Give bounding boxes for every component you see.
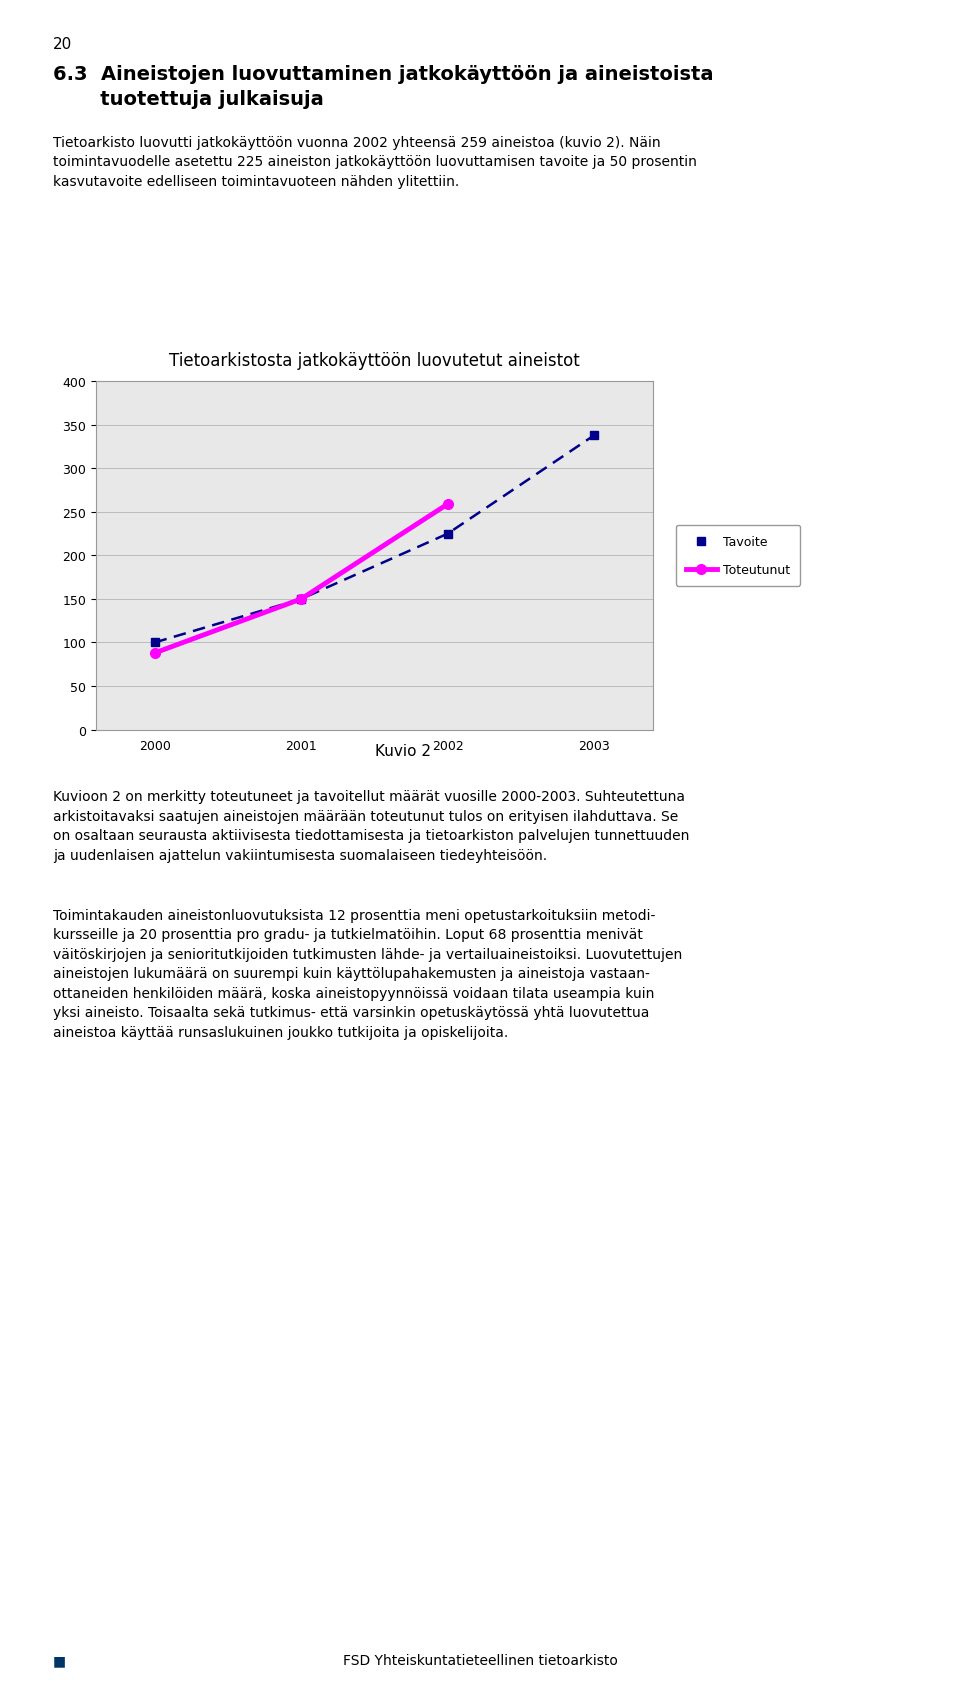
Text: Kuvioon 2 on merkitty toteutuneet ja tavoitellut määrät vuosille 2000-2003. Suht: Kuvioon 2 on merkitty toteutuneet ja tav… <box>53 790 689 863</box>
Tavoite <box>588 426 600 447</box>
Tavoite <box>296 589 307 610</box>
Text: FSD Yhteiskuntatieteellinen tietoarkisto: FSD Yhteiskuntatieteellinen tietoarkisto <box>343 1654 617 1667</box>
Text: Kuvio 2: Kuvio 2 <box>375 744 431 759</box>
Text: 6.3  Aineistojen luovuttaminen jatkokäyttöön ja aineistoista
       tuotettuja j: 6.3 Aineistojen luovuttaminen jatkokäytt… <box>53 65 713 109</box>
Legend: Tavoite, Toteutunut: Tavoite, Toteutunut <box>676 526 801 586</box>
Line: Toteutunut: Toteutunut <box>150 499 452 659</box>
Text: ■: ■ <box>53 1654 66 1667</box>
Text: Toimintakauden aineistonluovutuksista 12 prosenttia meni opetustarkoituksiin met: Toimintakauden aineistonluovutuksista 12… <box>53 908 682 1039</box>
Toteutunut <box>296 589 307 610</box>
Text: 20: 20 <box>53 37 72 53</box>
Tavoite <box>149 633 160 654</box>
Toteutunut <box>442 494 453 514</box>
Title: Tietoarkistosta jatkokäyttöön luovutetut aineistot: Tietoarkistosta jatkokäyttöön luovutetut… <box>169 351 580 370</box>
Toteutunut <box>149 644 160 664</box>
Text: Tietoarkisto luovutti jatkokäyttöön vuonna 2002 yhteensä 259 aineistoa (kuvio 2): Tietoarkisto luovutti jatkokäyttöön vuon… <box>53 136 697 188</box>
Tavoite <box>442 525 453 545</box>
Line: Tavoite: Tavoite <box>151 431 598 647</box>
